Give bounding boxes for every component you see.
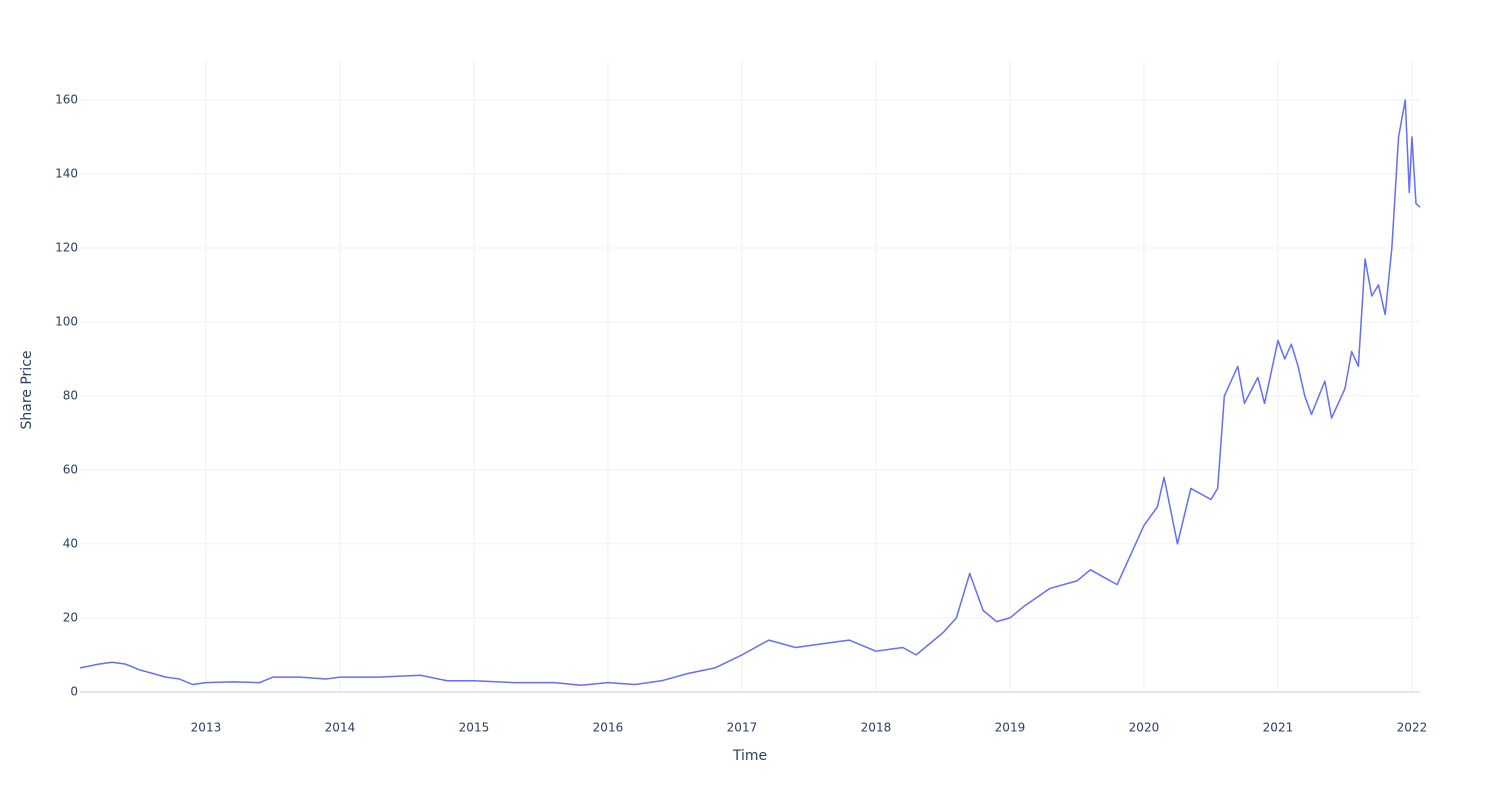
x-tick-label: 2022 bbox=[1397, 721, 1428, 735]
y-tick-label: 160 bbox=[55, 92, 78, 106]
x-tick-label: 2013 bbox=[191, 721, 222, 735]
x-axis-title: Time bbox=[732, 748, 767, 764]
y-tick-label: 80 bbox=[63, 388, 78, 402]
y-tick-label: 120 bbox=[55, 240, 78, 254]
x-tick-label: 2019 bbox=[995, 721, 1026, 735]
x-tick-label: 2015 bbox=[459, 721, 490, 735]
y-tick-label: 60 bbox=[63, 462, 78, 476]
x-tick-label: 2014 bbox=[325, 721, 356, 735]
x-tick-label: 2020 bbox=[1129, 721, 1160, 735]
x-tick-label: 2017 bbox=[727, 721, 758, 735]
y-axis-title: Share Price bbox=[19, 350, 35, 429]
y-tick-label: 100 bbox=[55, 314, 78, 328]
x-tick-label: 2021 bbox=[1263, 721, 1294, 735]
y-tick-label: 20 bbox=[63, 610, 78, 624]
x-tick-label: 2016 bbox=[593, 721, 624, 735]
price-line bbox=[79, 99, 1421, 686]
y-tick-label: 0 bbox=[70, 684, 78, 698]
y-tick-label: 140 bbox=[55, 166, 78, 180]
x-tick-label: 2018 bbox=[861, 721, 892, 735]
y-tick-label: 40 bbox=[63, 536, 78, 550]
